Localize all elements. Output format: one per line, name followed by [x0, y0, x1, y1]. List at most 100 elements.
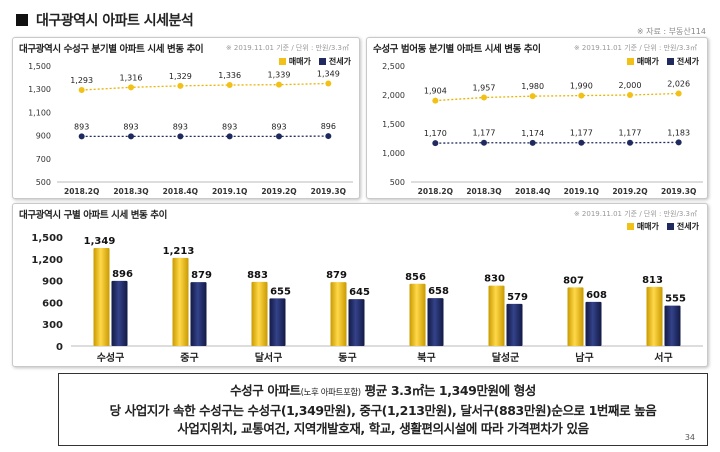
bar-jeonse: [585, 301, 602, 346]
y-tick-label: 2,500: [382, 62, 405, 71]
data-point-sale: [226, 82, 233, 89]
summary-box: 수성구 아파트(노후 아파트포함) 평균 3.3㎡는 1,349만원에 형성 당…: [58, 373, 708, 446]
bar-label-sale: 879: [326, 270, 347, 281]
legend-beomeo: 매매가 전세가: [626, 56, 699, 67]
data-label-jeonse: 1,183: [667, 128, 690, 137]
bar-jeonse: [427, 298, 444, 346]
x-tick-label: 2018.4Q: [515, 187, 550, 196]
data-label-sale: 1,349: [317, 70, 340, 79]
y-tick-label: 1,500: [31, 233, 63, 244]
legend-item-jeonse: 전세가: [318, 56, 351, 67]
x-tick-label: 2018.4Q: [163, 187, 198, 196]
legend-label-sale: 매매가: [636, 57, 659, 66]
summary-line-2: 당 사업지가 속한 수성구는 수성구(1,349만원), 중구(1,213만원)…: [109, 403, 657, 418]
series-line-sale: [435, 92, 679, 102]
bar-label-jeonse: 658: [428, 286, 449, 297]
bar-sale: [567, 287, 584, 346]
bar-label-jeonse: 555: [665, 294, 686, 305]
data-point-jeonse: [578, 139, 585, 146]
panel-title-beomeo: 수성구 범어동 분기별 아파트 시세 변동 추이: [373, 44, 541, 55]
data-point-sale: [78, 87, 85, 94]
page-title-text: 대구광역시 아파트 시세분석: [36, 13, 194, 29]
chart-panel-beomeo-quarterly: 수성구 범어동 분기별 아파트 시세 변동 추이 ※ 2019.11.01 기준…: [366, 37, 708, 199]
x-tick-label: 달성군: [492, 351, 520, 364]
line-chart-suseong: 500 700 900 1,100 1,300 1,500 2018.2Q 2018.3Q 20…: [28, 62, 353, 196]
legend-item-sale: 매매가: [278, 56, 311, 67]
data-label-sale: 1,329: [169, 72, 192, 81]
data-label-jeonse: 893: [222, 122, 237, 131]
data-point-sale: [276, 81, 282, 88]
bar-jeonse: [269, 298, 286, 346]
bar-jeonse: [111, 280, 128, 346]
y-tick-label: 1,300: [28, 85, 51, 94]
x-tick-label: 중구: [180, 352, 198, 364]
page-number: 34: [684, 433, 695, 442]
data-point-jeonse: [177, 133, 184, 140]
data-label-sale: 1,339: [268, 71, 291, 80]
x-tick-label: 수성구: [97, 351, 125, 364]
data-point-sale: [627, 92, 633, 98]
data-label-jeonse: 893: [271, 122, 286, 131]
bar-label-jeonse: 879: [191, 270, 212, 281]
y-tick-label: 1,500: [382, 120, 405, 129]
bar-label-sale: 883: [247, 270, 268, 281]
source-note: ※ 자료 : 부동산114: [636, 27, 706, 36]
data-label-sale: 2,000: [619, 81, 642, 90]
bar-label-sale: 1,349: [84, 236, 116, 247]
data-point-sale: [675, 90, 682, 97]
summary-line-3: 사업지위치, 교통여건, 지역개발호재, 학교, 생활편의시설에 따라 가격편차…: [177, 421, 589, 436]
bar-jeonse: [348, 299, 365, 346]
y-tick-label: 1,000: [382, 149, 405, 158]
data-point-jeonse: [276, 133, 282, 140]
y-tick-label: 1,100: [28, 108, 51, 117]
x-tick-label: 서구: [654, 351, 672, 364]
data-label-sale: 1,336: [218, 71, 241, 80]
series-line-jeonse: [435, 141, 679, 144]
chart-panel-district-bars: 대구광역시 구별 아파트 시세 변동 추이 ※ 2019.11.01 기준 / …: [12, 203, 708, 367]
data-point-jeonse: [325, 133, 332, 140]
legend-swatch-sale-icon: [626, 58, 634, 65]
bar-jeonse: [190, 282, 207, 346]
summary-line-1-small: (노후 아파트포함): [300, 388, 361, 398]
legend-label-sale: 매매가: [636, 222, 659, 231]
panel-title-suseong: 대구광역시 수성구 분기별 아파트 시세 변동 추이: [19, 44, 204, 55]
y-tick-label: 600: [42, 298, 63, 309]
bar-jeonse: [664, 305, 681, 346]
panel-title-district: 대구광역시 구별 아파트 시세 변동 추이: [19, 210, 167, 221]
data-label-jeonse: 893: [74, 122, 89, 131]
x-tick-label: 2018.3Q: [113, 187, 148, 196]
bar-sale: [488, 285, 505, 346]
legend-swatch-jeonse-icon: [666, 58, 674, 65]
data-point-sale: [529, 93, 536, 100]
data-label-jeonse: 1,177: [473, 129, 496, 138]
legend-swatch-sale-icon: [278, 58, 286, 65]
x-tick-label: 2019.1Q: [212, 187, 247, 196]
bar-sale: [409, 283, 426, 346]
bar-jeonse: [506, 303, 523, 346]
x-tick-label: 2019.2Q: [612, 187, 647, 196]
data-point-sale: [325, 80, 332, 87]
bar-label-jeonse: 608: [586, 290, 607, 301]
x-tick-label: 2019.3Q: [311, 187, 346, 196]
y-tick-label: 500: [390, 178, 405, 187]
legend-label-jeonse: 전세가: [328, 57, 351, 66]
data-point-jeonse: [481, 139, 487, 146]
panel-note-district: ※ 2019.11.01 기준 / 단위 : 만원/3.3㎡: [573, 210, 697, 218]
data-point-jeonse: [529, 139, 536, 146]
x-tick-label: 동구: [338, 352, 356, 364]
data-point-sale: [481, 94, 487, 101]
x-tick-label: 북구: [417, 352, 435, 364]
y-tick-label: 1,200: [31, 255, 63, 266]
x-tick-label: 2019.1Q: [564, 187, 599, 196]
x-tick-label: 2018.2Q: [418, 187, 453, 196]
series-line-sale: [81, 82, 329, 91]
bar-sale: [93, 247, 110, 346]
bar-label-sale: 807: [563, 275, 584, 286]
y-tick-label: 2,000: [382, 91, 405, 100]
title-square-icon: [16, 14, 28, 26]
legend-swatch-jeonse-icon: [318, 58, 326, 65]
y-tick-label: 300: [42, 320, 63, 331]
data-label-sale: 1,957: [473, 83, 496, 92]
data-point-jeonse: [627, 139, 633, 146]
line-chart-beomeo: 500 1,000 1,500 2,000 2,500 2018.2Q 2018.3Q 201…: [382, 62, 703, 196]
